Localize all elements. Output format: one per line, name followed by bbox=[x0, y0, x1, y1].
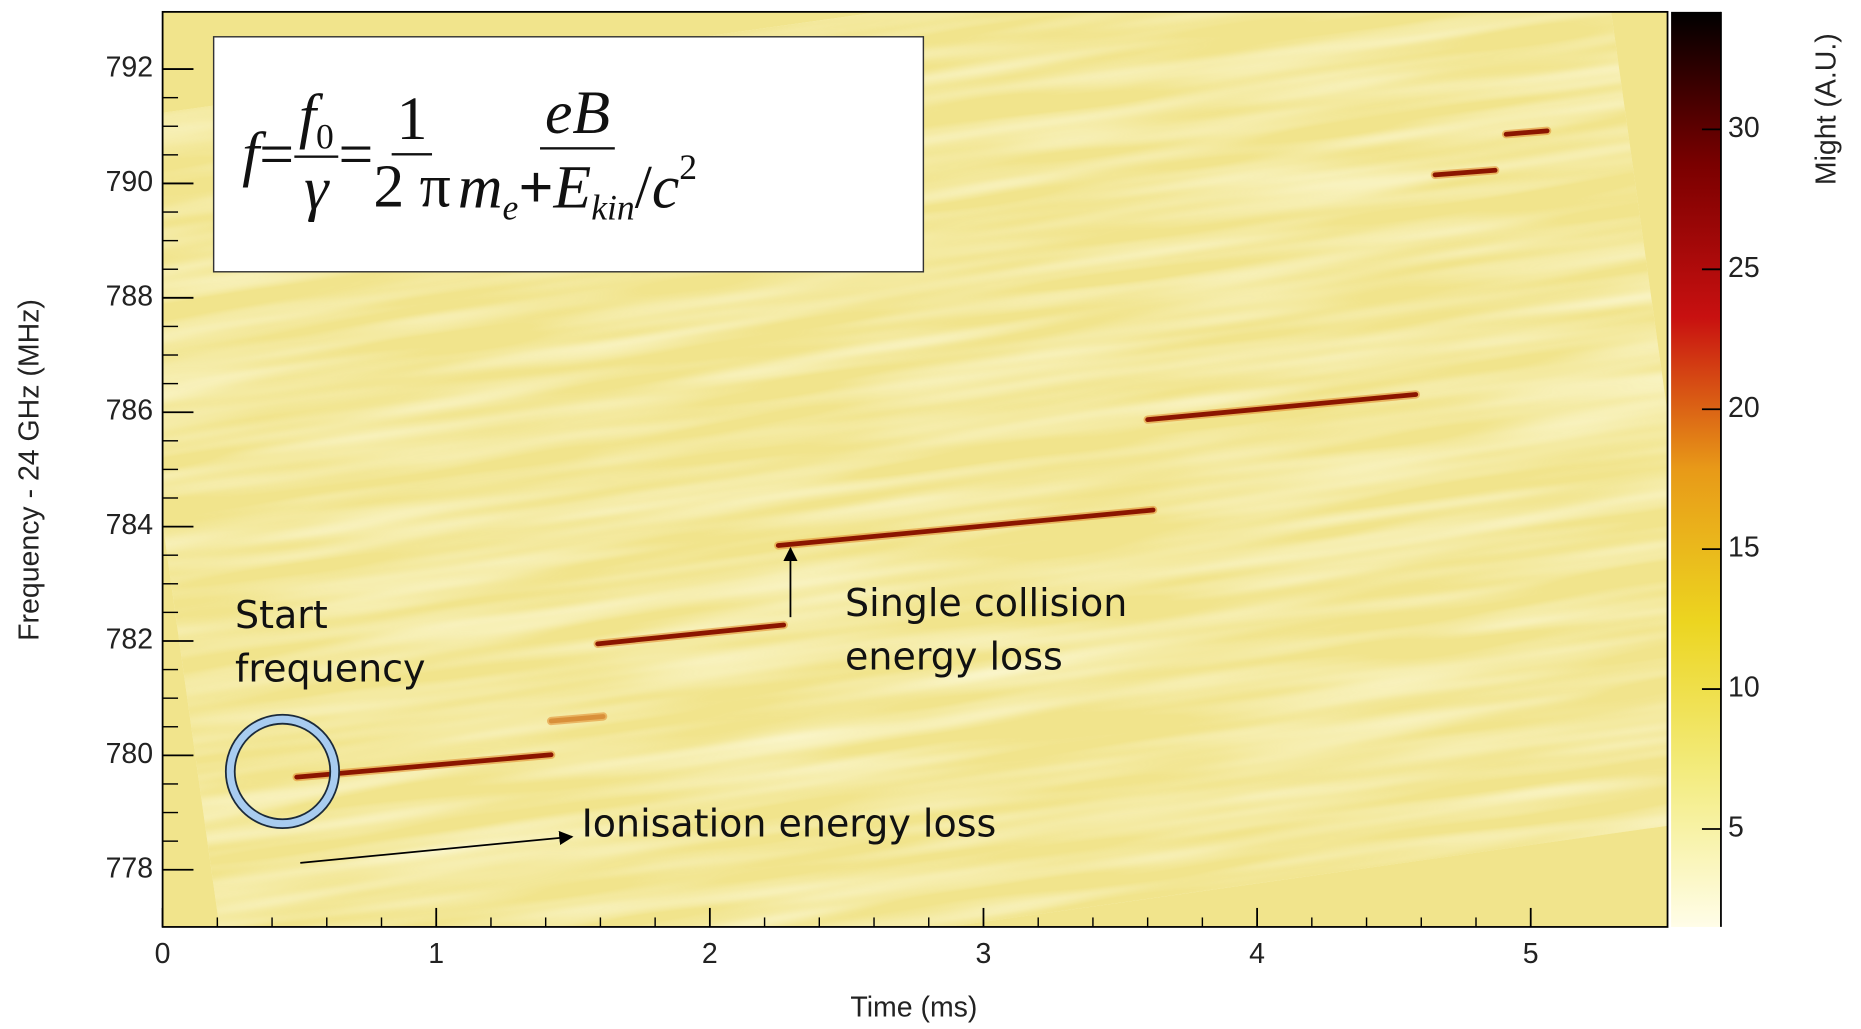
x-tick-label: 1 bbox=[428, 938, 444, 970]
ionisation-annotation-box: Ionisation energy loss bbox=[581, 801, 997, 847]
formula-part: E bbox=[553, 153, 592, 222]
y-tick-label: 786 bbox=[106, 395, 153, 427]
y-tick-label: 782 bbox=[106, 623, 153, 655]
formula-part: eB bbox=[544, 79, 611, 148]
y-tick-label: 784 bbox=[106, 509, 153, 541]
x-tick-label: 3 bbox=[976, 938, 992, 970]
ionisation-annotation: Ionisation energy loss bbox=[581, 801, 997, 847]
formula-part: 2 bbox=[679, 147, 698, 187]
track bbox=[1145, 392, 1419, 423]
y-tick-label: 792 bbox=[106, 52, 153, 84]
formula-part: e bbox=[502, 188, 519, 228]
colorbar-tick-label: 25 bbox=[1728, 252, 1760, 284]
formula-part: 0 bbox=[315, 117, 334, 157]
colorbar-tick-label: 30 bbox=[1728, 112, 1760, 144]
formula-area: f = f0 γ = 1 2 π eB me+Ekin/c2 bbox=[214, 37, 924, 272]
formula-part: = bbox=[338, 120, 374, 189]
formula-part: 1 bbox=[391, 88, 433, 156]
colorbar-tick-label: 15 bbox=[1728, 532, 1760, 564]
track bbox=[775, 507, 1156, 548]
colorbar bbox=[1671, 11, 1721, 927]
formula-part: 2 π bbox=[373, 153, 451, 221]
y-tick-label: 788 bbox=[106, 280, 153, 312]
formula-part: + bbox=[518, 153, 554, 222]
collision-annotation: Single collision energy loss bbox=[845, 580, 1128, 680]
x-tick-label: 4 bbox=[1249, 938, 1265, 970]
formula-fraction: f0 γ bbox=[294, 83, 339, 224]
formula-part: γ bbox=[304, 156, 329, 224]
start-annotation: Start frequency bbox=[235, 592, 426, 692]
colorbar-tick-label: 20 bbox=[1728, 392, 1760, 424]
colorbar-tick-label: 10 bbox=[1728, 672, 1760, 704]
x-tick-label: 5 bbox=[1523, 938, 1539, 970]
formula-part: f bbox=[298, 83, 316, 151]
formula-part: f bbox=[242, 120, 260, 189]
formula: f = f0 γ = 1 2 π eB me+Ekin/c2 bbox=[214, 37, 924, 272]
y-tick-label: 790 bbox=[106, 166, 153, 198]
colorbar-tick-label: 5 bbox=[1728, 812, 1744, 844]
start-circle bbox=[226, 715, 339, 828]
formula-box bbox=[212, 36, 925, 273]
track bbox=[1503, 128, 1550, 137]
formula-fraction: 1 2 π bbox=[373, 88, 450, 220]
formula-part: c bbox=[651, 153, 680, 222]
axes: 0 1 2 3 4 57787807827847867887907925101520253… bbox=[106, 11, 1760, 970]
track bbox=[1432, 167, 1498, 178]
y-tick-label: 780 bbox=[106, 738, 153, 770]
x-axis-label: Time (ms) bbox=[850, 991, 977, 1023]
formula-part: = bbox=[259, 120, 295, 189]
track bbox=[595, 622, 787, 647]
formula-fraction: eB me+Ekin/c2 bbox=[457, 79, 698, 228]
y-axis-label: Frequency - 24 GHz (MHz) bbox=[13, 299, 45, 641]
start-annotation-box: Start frequency bbox=[235, 592, 426, 692]
ionisation-arrow bbox=[300, 830, 574, 864]
formula-part: / bbox=[634, 153, 652, 222]
x-tick-label: 0 bbox=[155, 938, 171, 970]
track bbox=[548, 714, 606, 724]
x-tick-label: 2 bbox=[702, 938, 718, 970]
colorbar-label: Might (A.U.) bbox=[1810, 33, 1842, 185]
formula-part: m bbox=[457, 153, 503, 222]
formula-part: kin bbox=[591, 188, 635, 228]
y-tick-label: 778 bbox=[106, 852, 153, 884]
collision-annotation-box: Single collision energy loss bbox=[845, 580, 1128, 680]
